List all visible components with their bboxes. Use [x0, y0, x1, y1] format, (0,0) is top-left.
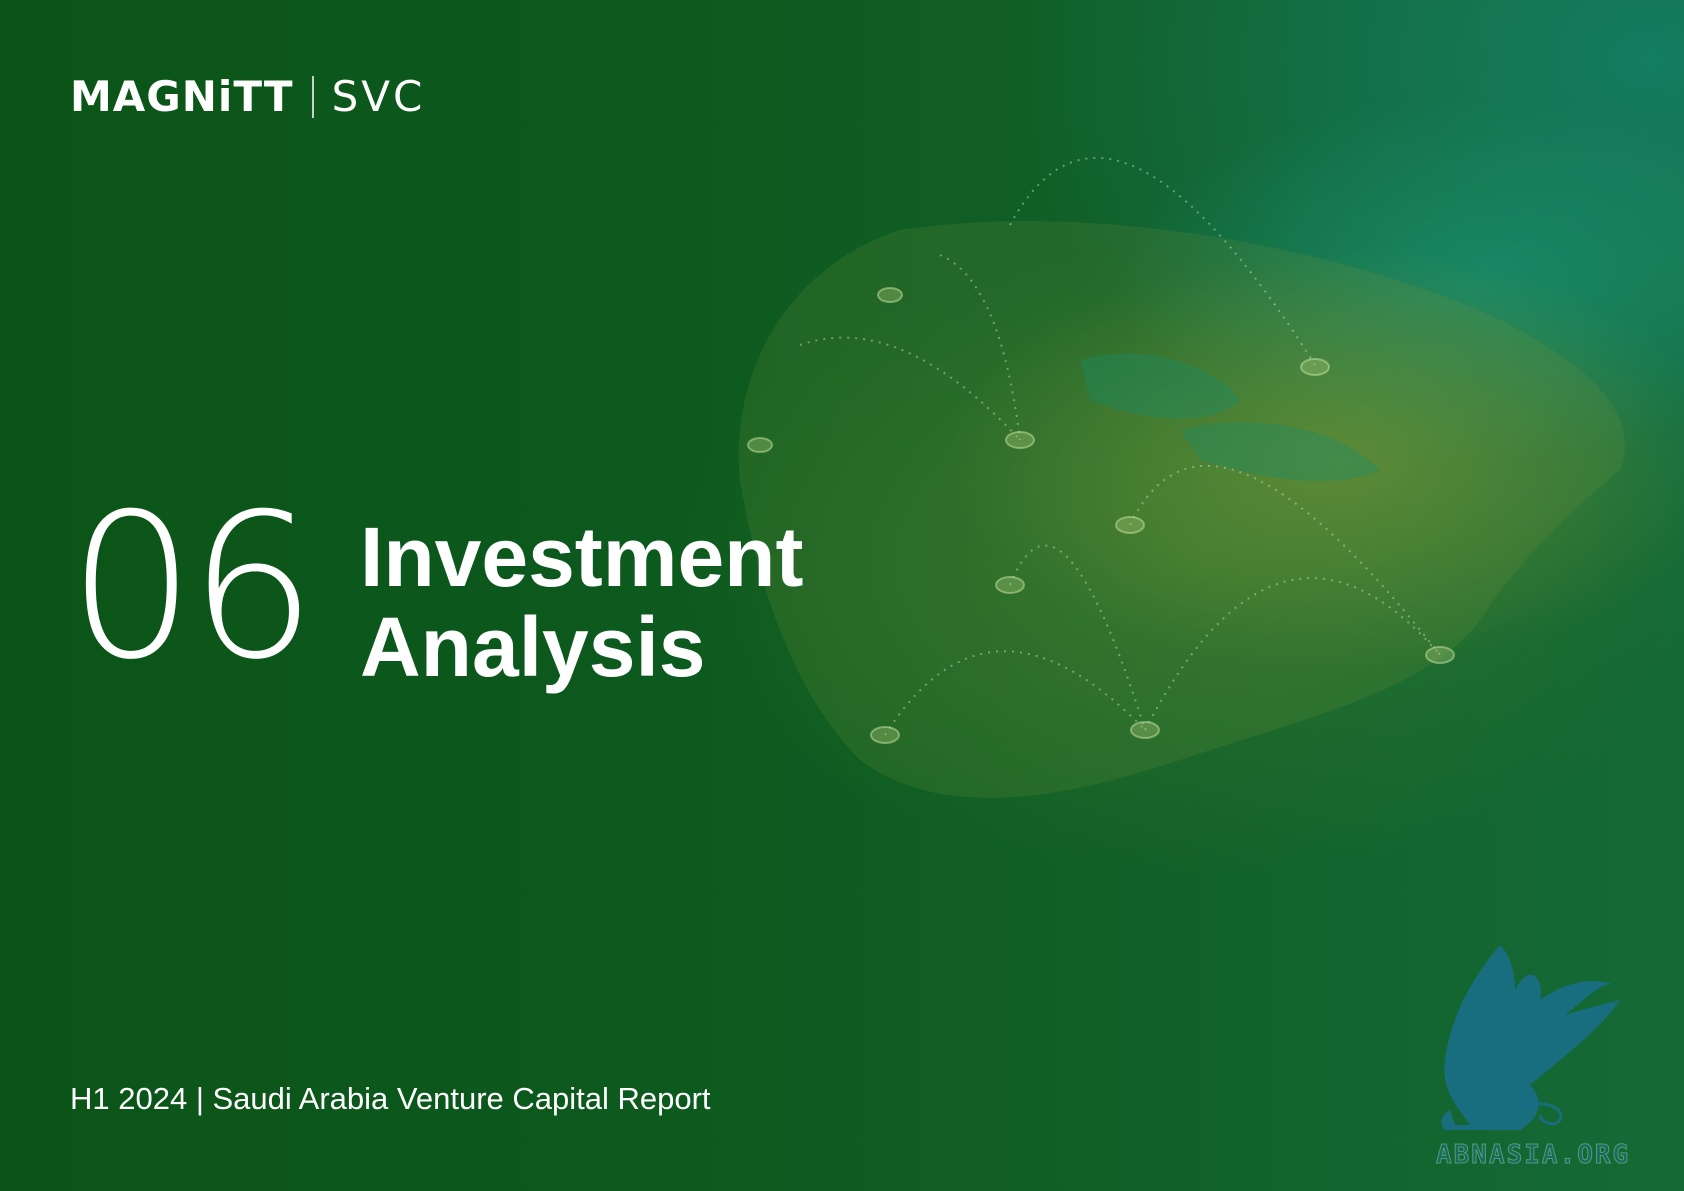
gulf-shape: [1180, 422, 1380, 481]
report-footer: H1 2024 | Saudi Arabia Venture Capital R…: [70, 1081, 711, 1116]
logo-divider: [311, 76, 314, 118]
map-node: [1130, 721, 1160, 739]
section-title-line1: Investment: [360, 510, 804, 604]
magnitt-logo: MAGNiTT: [70, 72, 294, 121]
section-title: Investment Analysis: [360, 512, 803, 692]
brand-logos: MAGNiTT SVC: [70, 72, 425, 122]
map-node: [1300, 358, 1330, 376]
land-shape: [738, 221, 1625, 798]
griffin-icon: [1441, 945, 1620, 1130]
svc-logo: SVC: [331, 72, 426, 121]
map-node: [877, 287, 903, 303]
watermark-text: ABNASIA.ORG: [1435, 1140, 1631, 1171]
water-shape: [1080, 353, 1240, 419]
section-title-line2: Analysis: [360, 600, 706, 694]
map-node: [995, 576, 1025, 594]
map-node: [1005, 431, 1035, 449]
map-node: [1115, 516, 1145, 534]
map-node: [870, 726, 900, 744]
map-node: [747, 437, 773, 453]
section-number: 06: [68, 471, 316, 704]
map-node: [1425, 646, 1455, 664]
